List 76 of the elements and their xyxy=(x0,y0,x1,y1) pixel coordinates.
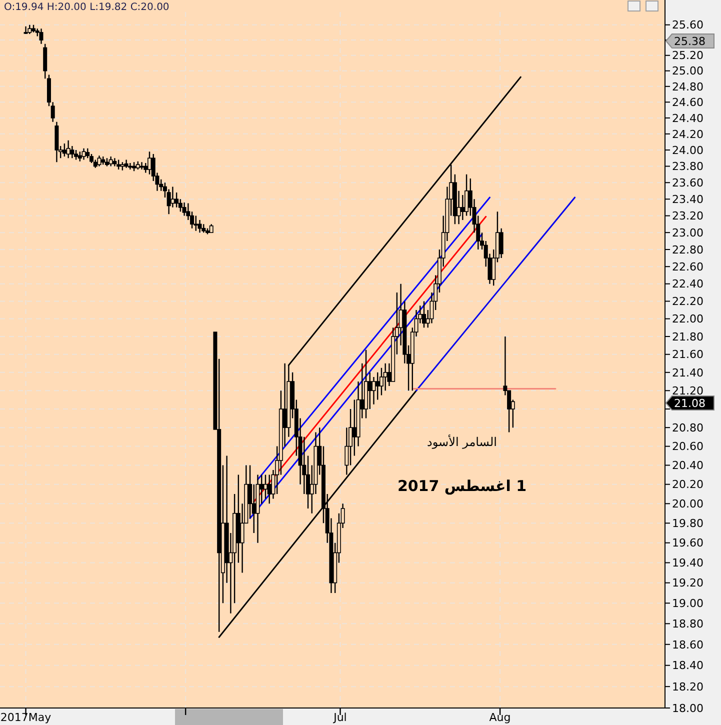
y-tick-label: 24.00 xyxy=(672,144,704,157)
candlestick xyxy=(464,174,469,216)
candlestick xyxy=(112,158,117,167)
candlestick xyxy=(499,228,504,259)
y-tick-label: 23.80 xyxy=(672,160,704,174)
candlestick xyxy=(182,202,186,216)
y-tick-label: 18.00 xyxy=(672,702,704,715)
text: 25.38 xyxy=(674,34,706,48)
y-tick-label: 20.60 xyxy=(672,440,704,454)
candlestick xyxy=(24,26,28,34)
y-tick-label: 19.60 xyxy=(672,536,704,550)
y-tick-label: 22.00 xyxy=(672,312,704,326)
candlestick xyxy=(460,194,465,221)
candlestick xyxy=(66,140,70,159)
annotation: 1 اغسطس 2017 xyxy=(397,477,527,495)
y-tick-label: 18.60 xyxy=(672,638,704,652)
candlestick xyxy=(256,474,260,544)
candlestick xyxy=(379,367,384,396)
candlestick xyxy=(174,192,179,208)
candlestick xyxy=(422,300,426,328)
y-tick-label: 20.40 xyxy=(672,459,704,472)
candlestick xyxy=(352,399,356,456)
y-tick-label: 21.20 xyxy=(672,384,704,398)
y-tick-label: 25.20 xyxy=(672,49,704,62)
x-tick-label: Jul xyxy=(332,711,347,724)
candlestick xyxy=(364,349,368,419)
y-tick-label: 22.20 xyxy=(672,295,704,308)
candlestick xyxy=(147,151,152,176)
candlestick xyxy=(263,474,268,500)
y-tick-label: 18.20 xyxy=(672,680,704,694)
candlestick xyxy=(383,362,388,392)
y-tick-label: 24.40 xyxy=(672,112,704,125)
y-tick-label: 20.00 xyxy=(672,497,704,510)
candlestick xyxy=(194,215,198,232)
x-tick-label: Aug xyxy=(489,711,511,724)
y-tick-label: 24.20 xyxy=(672,128,704,141)
x-tick-label: 2017May xyxy=(0,711,52,724)
y-tick-label: 20.20 xyxy=(672,478,704,492)
candlestick xyxy=(70,145,74,159)
y-tick-label: 22.80 xyxy=(672,243,704,256)
y-tick-label: 19.80 xyxy=(672,516,704,530)
candlestick xyxy=(54,121,59,163)
candlestick xyxy=(62,142,66,158)
candlestick xyxy=(39,28,44,44)
candlestick xyxy=(376,372,380,400)
candlestick xyxy=(128,162,132,170)
y-tick-label: 24.60 xyxy=(672,96,704,109)
y-tick-label: 20.80 xyxy=(672,421,704,434)
candlestick xyxy=(198,219,202,234)
y-tick-label: 25.60 xyxy=(672,18,704,32)
candlestick xyxy=(97,155,102,167)
y-tick-label: 22.40 xyxy=(672,278,704,291)
annotation: O:19.94 H:20.00 L:19.82 C:20.00 xyxy=(4,2,170,13)
candlestick xyxy=(368,372,372,410)
y-tick-label: 23.40 xyxy=(672,192,704,206)
candlestick xyxy=(170,186,175,208)
y-tick-label: 18.40 xyxy=(672,659,704,672)
text: 21.08 xyxy=(674,396,706,410)
annotation: السامر الأسود xyxy=(427,434,497,449)
candlestick xyxy=(267,474,272,504)
candlestick xyxy=(124,159,128,168)
y-tick-label: 23.00 xyxy=(672,226,704,240)
y-tick-label: 24.80 xyxy=(672,80,704,94)
y-tick-label: 21.80 xyxy=(672,330,704,344)
y-tick-label: 18.80 xyxy=(672,618,704,631)
y-tick-label: 25.00 xyxy=(672,64,704,78)
y-tick-label: 19.40 xyxy=(672,556,704,570)
y-tick-label: 19.00 xyxy=(672,596,704,610)
candlestick xyxy=(82,148,86,160)
y-tick-label: 21.60 xyxy=(672,348,704,362)
y-tick-label: 21.40 xyxy=(672,366,704,380)
y-tick-label: 23.20 xyxy=(672,210,704,223)
y-tick-label: 23.60 xyxy=(672,176,704,190)
y-tick-label: 19.20 xyxy=(672,576,704,590)
candlestick xyxy=(372,376,376,405)
y-tick-label: 22.60 xyxy=(672,260,704,274)
